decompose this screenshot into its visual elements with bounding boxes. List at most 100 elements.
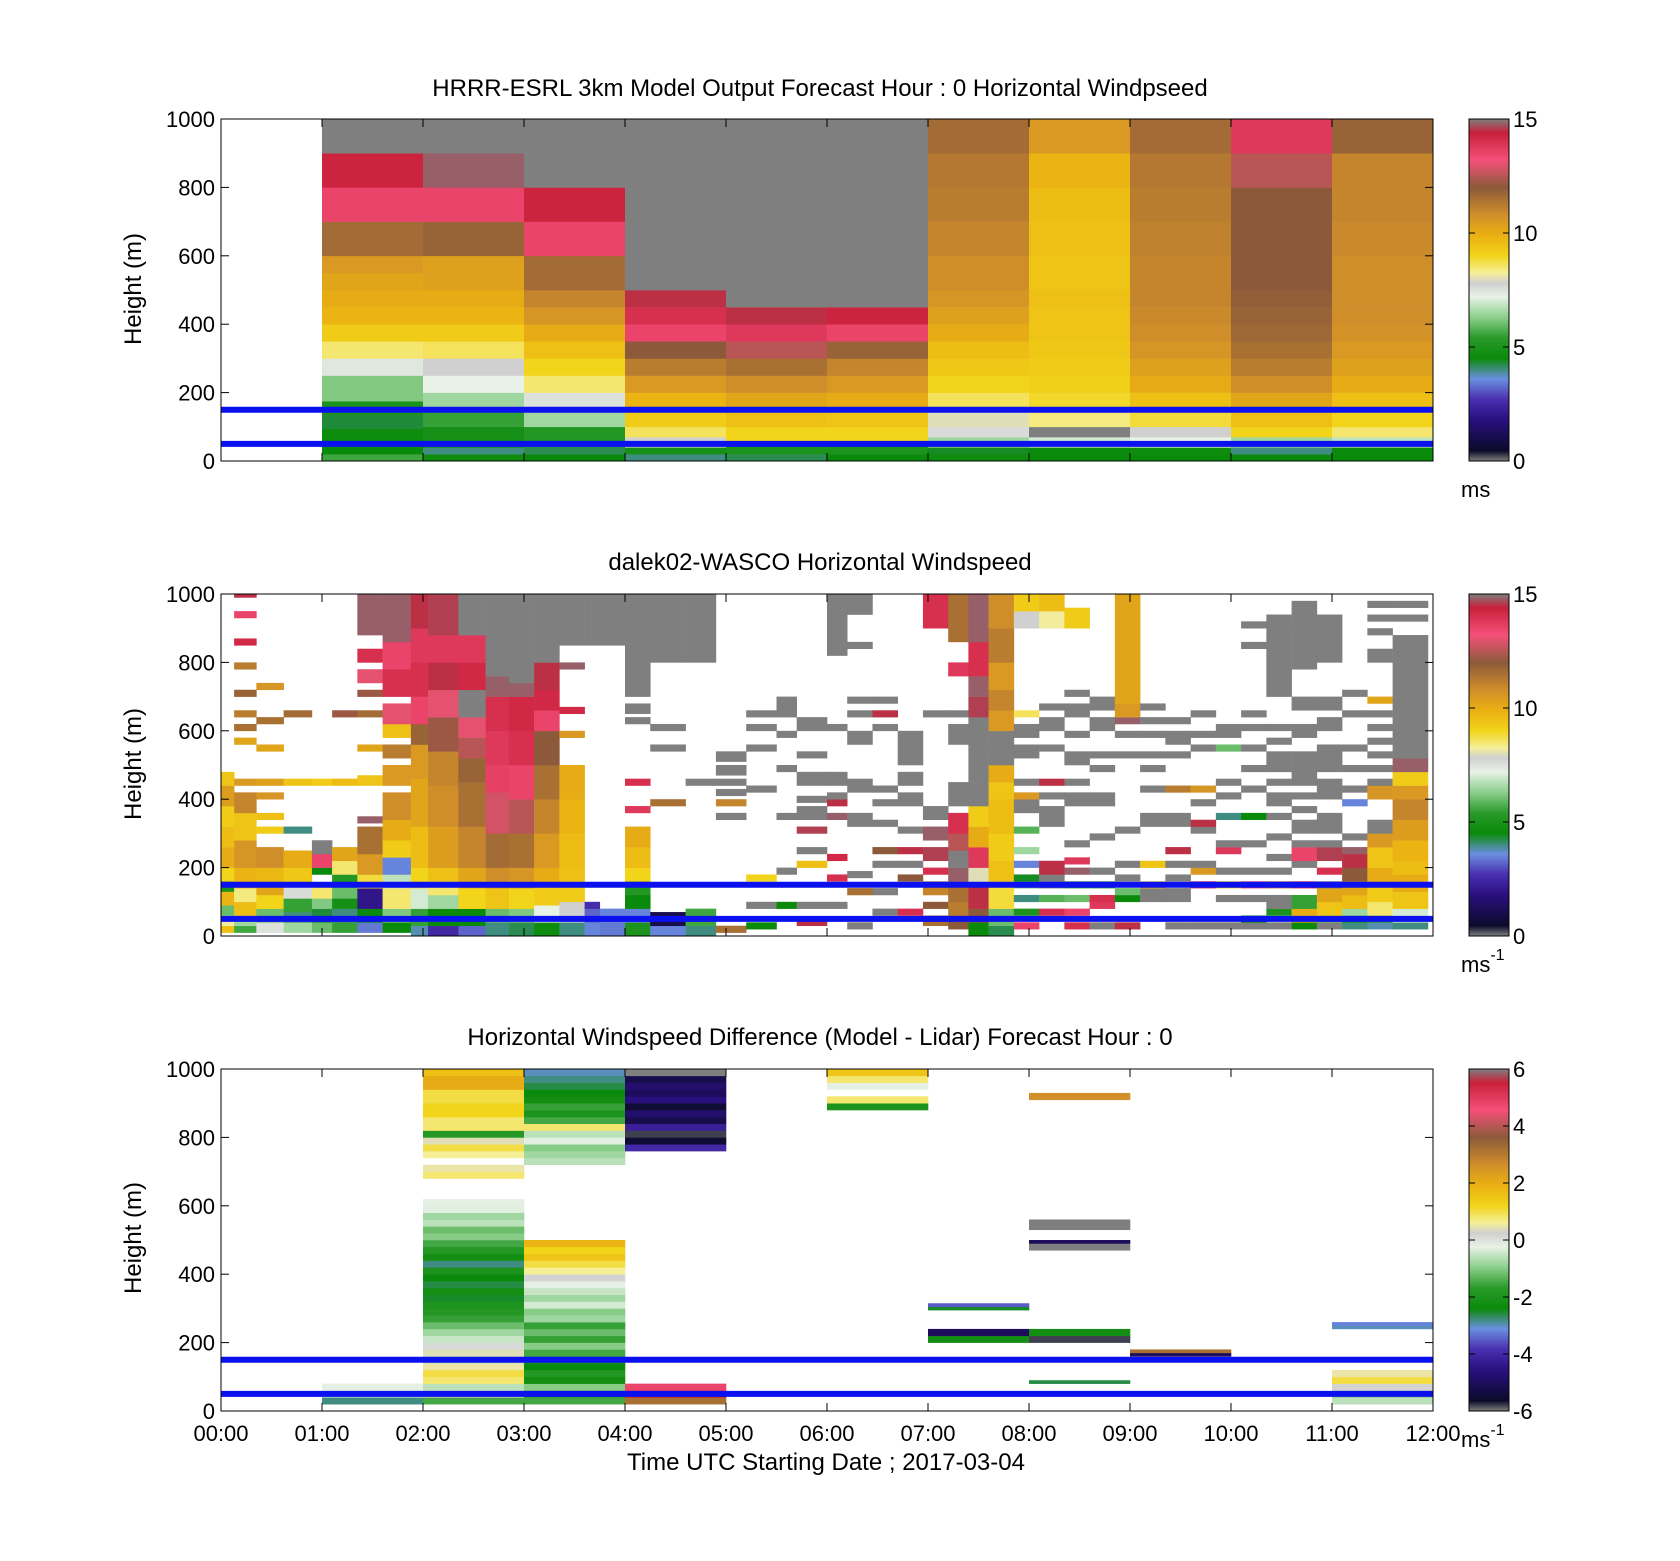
heatmap-cell xyxy=(423,1274,525,1282)
heatmap-cell xyxy=(1392,723,1429,745)
heatmap-cell xyxy=(423,1212,525,1220)
heatmap-cell xyxy=(357,888,383,909)
heatmap-cell xyxy=(1367,833,1393,848)
heatmap-cell xyxy=(234,689,257,697)
colorbar-unit-exponent: -1 xyxy=(1490,1422,1504,1439)
heatmap-cell xyxy=(382,840,412,858)
heatmap-cell xyxy=(1039,744,1065,752)
heatmap-cell xyxy=(534,867,560,885)
heatmap-cell xyxy=(1029,1328,1131,1337)
heatmap-cell xyxy=(847,922,873,930)
heatmap-cell xyxy=(423,255,525,291)
heatmap-cell xyxy=(1013,922,1040,930)
heatmap-cell xyxy=(1316,867,1343,875)
heatmap-cell xyxy=(423,1103,525,1118)
heatmap-cell xyxy=(1342,894,1368,909)
heatmap-cell xyxy=(322,290,424,308)
heatmap-cell xyxy=(357,594,383,636)
heatmap-cell xyxy=(332,884,358,899)
heatmap-cell xyxy=(428,785,459,827)
heatmap-cell xyxy=(423,1137,525,1145)
heatmap-cell xyxy=(746,785,777,793)
heatmap-cell xyxy=(534,730,560,766)
heatmap-cell xyxy=(322,255,424,274)
heatmap-cell xyxy=(1130,153,1232,188)
heatmap-cell xyxy=(256,792,284,800)
heatmap-cell xyxy=(988,730,1015,766)
heatmap-cell xyxy=(827,307,929,325)
heatmap-cell xyxy=(1367,765,1393,773)
heatmap-cell xyxy=(1039,792,1065,800)
heatmap-cell xyxy=(524,307,626,325)
heatmap-cell xyxy=(221,891,235,906)
heatmap-cell xyxy=(423,1198,525,1207)
heatmap-cell xyxy=(715,799,747,807)
heatmap-cell xyxy=(428,689,459,718)
y-tick-label: 600 xyxy=(178,719,215,744)
heatmap-cell xyxy=(1029,307,1131,325)
heatmap-cell xyxy=(625,867,651,882)
heatmap-cell xyxy=(1332,358,1434,376)
heatmap-cell xyxy=(746,874,777,882)
heatmap-cell xyxy=(256,744,284,752)
heatmap-cell xyxy=(1332,447,1434,455)
heatmap-cell xyxy=(625,1103,727,1111)
panel-lidar: dalek02-WASCO Horizontal Windspeed 0 200 4… xyxy=(120,549,1537,977)
heatmap-cell xyxy=(625,358,727,376)
heatmap-cell xyxy=(1064,908,1090,916)
heatmap-cell xyxy=(1029,375,1131,393)
heatmap-cell xyxy=(534,799,560,834)
heatmap-cell xyxy=(423,1260,525,1268)
heatmap-cell xyxy=(625,628,651,697)
heatmap-cell xyxy=(322,324,424,342)
heatmap-cell xyxy=(1029,1380,1131,1384)
heatmap-cell xyxy=(524,1110,626,1118)
heatmap-cell xyxy=(1215,847,1242,855)
heatmap-cell xyxy=(1130,409,1232,428)
heatmap-cell xyxy=(776,710,797,718)
heatmap-cell xyxy=(423,1369,525,1378)
heatmap-cell xyxy=(625,1075,727,1083)
heatmap-cell xyxy=(948,812,969,834)
heatmap-cell xyxy=(1241,922,1267,930)
heatmap-cell xyxy=(928,358,1030,376)
heatmap-cell xyxy=(428,894,459,909)
heatmap-cell xyxy=(423,1089,525,1104)
panel-model-plot: 0 200 400 600 800 1000 xyxy=(166,107,1434,474)
heatmap-cell xyxy=(1140,751,1166,759)
heatmap-cell xyxy=(524,409,626,428)
heatmap-cell xyxy=(827,594,848,656)
heatmap-cell xyxy=(897,826,924,834)
heatmap-cell xyxy=(1064,778,1090,786)
heatmap-cell xyxy=(1140,888,1166,903)
heatmap-cell xyxy=(1114,751,1141,759)
heatmap-cell xyxy=(524,1096,626,1104)
heatmap-cell xyxy=(382,641,412,670)
heatmap-cell xyxy=(1130,358,1232,376)
heatmap-cell xyxy=(1114,594,1141,704)
heatmap-cell xyxy=(625,392,727,410)
heatmap-cell xyxy=(1291,696,1318,711)
x-tick-label: 07:00 xyxy=(900,1421,955,1446)
y-tick-label: 200 xyxy=(178,856,215,881)
heatmap-cell xyxy=(1215,867,1242,875)
heatmap-cell xyxy=(382,819,412,841)
heatmap-cell xyxy=(1342,785,1368,793)
panel-difference-colorbar: -6 -4 -2 0 2 4 6 ms-1 xyxy=(1461,1057,1533,1452)
heatmap-cell xyxy=(524,221,626,257)
heatmap-cell xyxy=(1316,847,1343,862)
heatmap-cell xyxy=(1130,255,1232,291)
heatmap-cell xyxy=(1130,119,1232,154)
heatmap-cell xyxy=(922,847,949,862)
heatmap-cell xyxy=(458,689,486,718)
colorbar-tick-label: 10 xyxy=(1513,696,1537,721)
heatmap-cell xyxy=(625,1116,727,1125)
heatmap-cell xyxy=(599,922,626,937)
heatmap-cell xyxy=(1266,778,1292,786)
heatmap-cell xyxy=(1241,812,1267,821)
heatmap-cell xyxy=(922,806,949,821)
heatmap-cell xyxy=(827,901,848,909)
heatmap-cell xyxy=(1367,901,1393,916)
heatmap-cells xyxy=(221,594,1429,937)
heatmap-cell xyxy=(1392,799,1429,821)
